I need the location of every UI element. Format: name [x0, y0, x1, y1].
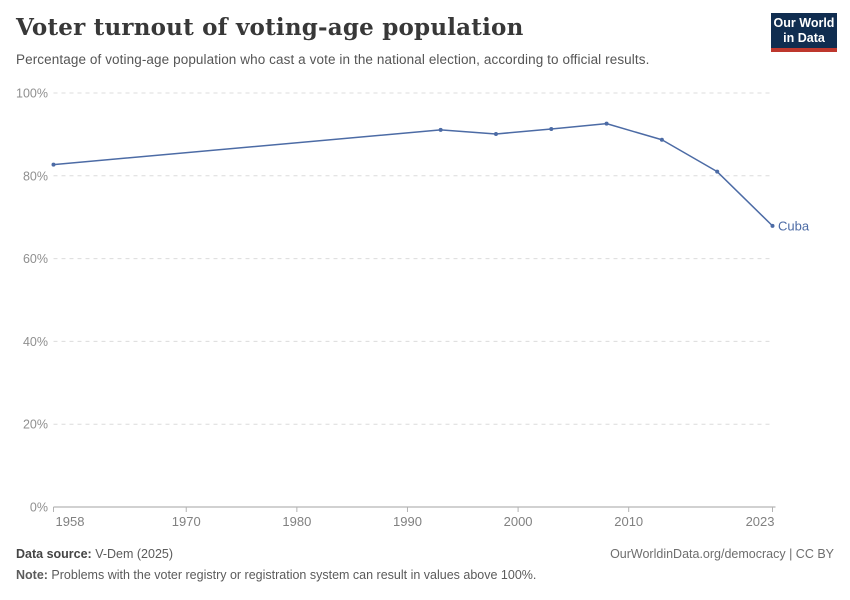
data-line	[52, 122, 774, 227]
chart-note: Note: Problems with the voter registry o…	[16, 568, 536, 582]
y-axis-label: 100%	[16, 87, 48, 101]
x-axis-label: 1980	[282, 514, 311, 529]
x-axis-label: 2010	[614, 514, 643, 529]
data-source-label: Data source:	[16, 547, 92, 561]
note-label: Note:	[16, 568, 48, 582]
x-axis-labels: 1958 1970 1980 1990 2000 2010 2023	[56, 514, 775, 529]
data-point	[493, 131, 498, 136]
x-axis-label: 1958	[56, 514, 85, 529]
y-axis-label: 40%	[23, 335, 48, 349]
data-source: Data source: V-Dem (2025)	[16, 547, 173, 561]
data-source-value: V-Dem (2025)	[91, 547, 174, 561]
data-point	[659, 137, 664, 142]
chart-subtitle: Percentage of voting-age population who …	[16, 52, 650, 67]
data-points	[51, 121, 775, 228]
data-point	[438, 127, 443, 132]
owid-logo-text: Our World in Data	[773, 15, 835, 45]
x-axis-label: 1970	[172, 514, 201, 529]
entity-label: Cuba	[778, 218, 810, 233]
data-point	[715, 169, 720, 174]
note-value: Problems with the voter registry or regi…	[47, 568, 537, 582]
chart-title: Voter turnout of voting-age population	[16, 14, 524, 41]
owid-link[interactable]: OurWorldinData.org/democracy | CC BY	[610, 547, 834, 561]
x-axis-label: 2000	[504, 514, 533, 529]
data-point	[51, 162, 56, 167]
y-axis-label: 60%	[23, 252, 48, 266]
x-axis-label: 2023	[746, 514, 775, 529]
y-axis-label: 80%	[23, 169, 48, 183]
data-point	[770, 223, 775, 228]
data-point	[604, 121, 609, 126]
chart-footer: Data source: V-Dem (2025) OurWorldinData…	[16, 547, 834, 561]
y-axis-label: 0%	[30, 501, 48, 515]
y-axis-label: 20%	[23, 418, 48, 432]
gridlines	[53, 92, 773, 425]
x-axis-ticks	[53, 507, 773, 512]
data-point	[549, 127, 554, 132]
owid-logo: Our World in Data	[771, 13, 837, 52]
y-axis-labels: 0% 20% 40% 60% 80% 100%	[16, 87, 48, 515]
x-axis-label: 1990	[393, 514, 422, 529]
